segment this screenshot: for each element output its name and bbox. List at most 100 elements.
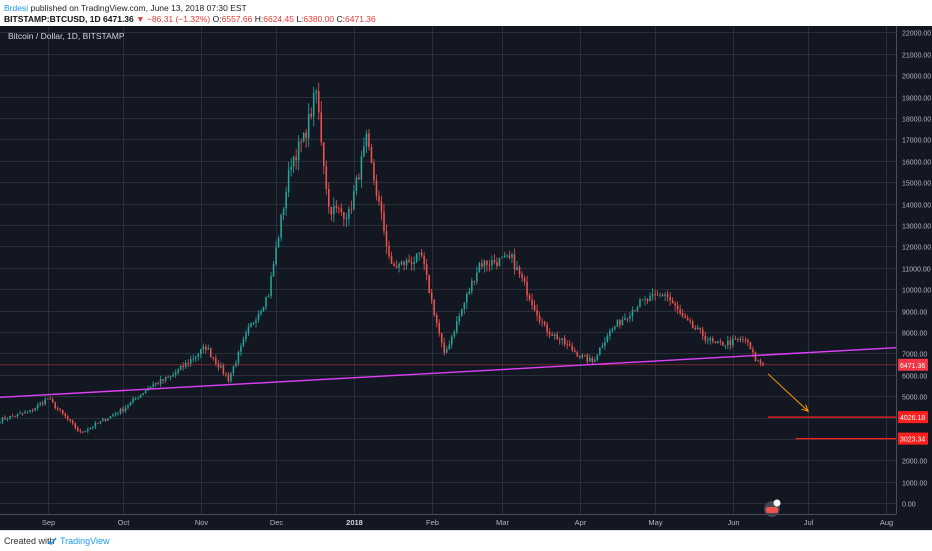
candle-body — [335, 205, 338, 208]
candle-body — [137, 397, 139, 399]
candle-body — [305, 132, 307, 139]
candle-body — [237, 351, 240, 364]
target-price-label: 3023.34 — [900, 437, 925, 444]
candle-body — [189, 359, 192, 364]
candle-body — [445, 349, 448, 353]
candle-body — [466, 294, 468, 303]
candle-body — [252, 322, 255, 324]
price-tick-label: 10000.00 — [902, 288, 931, 295]
price-tick-label: 5000.00 — [902, 395, 927, 402]
candle-body — [461, 309, 463, 316]
candle-body — [373, 162, 375, 181]
candle-body — [440, 333, 443, 343]
candle-body — [681, 313, 684, 316]
price-tick-label: 19000.00 — [902, 96, 931, 103]
candle-body — [694, 327, 696, 330]
candle-body — [659, 294, 661, 296]
time-tick-label: Apr — [575, 518, 587, 527]
candle-body — [543, 321, 546, 325]
candle-body — [714, 341, 717, 344]
tradingview-link[interactable]: TradingView — [60, 536, 110, 546]
price-tick-label: 20000.00 — [902, 74, 931, 81]
candle-body — [66, 416, 69, 420]
price-axis[interactable]: 22000.00 21000.00 20000.00 19000.00 18000.00… — [896, 26, 932, 530]
symbol-label: BITSTAMP:BTCUSD, 1D — [4, 14, 101, 24]
candle-body — [523, 278, 526, 282]
candle-body — [265, 297, 267, 308]
quote-bar: BITSTAMP:BTCUSD, 1D 6471.36 ▼ −86.31 (−1… — [4, 13, 376, 25]
candle-body — [596, 354, 599, 360]
last-price: 6471.36 — [103, 14, 134, 24]
candle-body — [701, 329, 704, 337]
candle-body — [149, 386, 152, 389]
candle-body — [606, 335, 609, 342]
candle-body — [548, 332, 551, 335]
candle-body — [722, 341, 724, 346]
candle-body — [242, 339, 245, 346]
candle-body — [553, 334, 556, 337]
candle-body — [69, 419, 72, 421]
candle-body — [556, 334, 558, 340]
candle-body — [51, 399, 54, 403]
time-axis[interactable]: Sep Oct Nov Dec 2018 Feb Mar Apr May Jun Jul Aug — [0, 514, 932, 530]
candle-body — [428, 274, 430, 293]
candle-body — [119, 408, 122, 414]
candle-body — [594, 359, 596, 362]
projection-arrow-head — [801, 404, 809, 413]
candle-body — [260, 310, 262, 314]
candle-body — [11, 416, 14, 417]
candle-body — [300, 141, 302, 143]
time-tick-label: Oct — [118, 518, 131, 527]
candle-body — [691, 321, 694, 328]
candle-body — [378, 195, 380, 202]
price-tick-label: 14000.00 — [902, 203, 931, 210]
author-link[interactable]: Brdesi — [4, 3, 29, 13]
candle-body — [227, 374, 230, 382]
candle-body — [712, 338, 714, 342]
candle-body — [144, 390, 147, 394]
chart-area[interactable]: 22000.00 21000.00 20000.00 19000.00 18000.00… — [0, 26, 932, 530]
candle-body — [41, 403, 44, 405]
chart-title: Bitcoin / Dollar, 1D, BITSTAMP — [8, 31, 125, 41]
price-chart[interactable]: 22000.00 21000.00 20000.00 19000.00 18000.00… — [0, 26, 932, 530]
candle-body — [629, 315, 631, 319]
candle-body — [104, 419, 107, 421]
target-price-tag — [898, 432, 928, 445]
candle-body — [729, 340, 732, 346]
candle-body — [591, 358, 594, 362]
candle-body — [737, 339, 739, 340]
candle-body — [536, 310, 538, 316]
candle-body — [370, 147, 373, 163]
candle-body — [576, 352, 579, 357]
candle-body — [368, 133, 370, 148]
candle-body — [317, 91, 320, 113]
candle-body — [762, 362, 764, 365]
candle-body — [541, 321, 543, 323]
candle-body — [699, 327, 702, 330]
candle-body — [267, 296, 270, 298]
price-tick-label: 15000.00 — [902, 181, 931, 188]
candle-body — [232, 366, 235, 374]
candle-body — [757, 360, 759, 362]
candle-body — [285, 192, 287, 209]
time-tick-label: Feb — [426, 518, 439, 527]
candle-body — [1, 417, 4, 422]
candle-body — [139, 394, 142, 398]
candle-body — [87, 429, 89, 432]
candle-body — [109, 416, 112, 419]
time-tick-label: May — [648, 518, 662, 527]
time-tick-label: Aug — [880, 518, 893, 527]
candle-body — [435, 314, 438, 323]
candle-body — [31, 409, 34, 411]
candle-body — [202, 346, 205, 350]
candle-body — [717, 341, 719, 344]
candle-body — [493, 260, 496, 263]
time-tick-label: Jul — [804, 518, 814, 527]
time-tick-label: Sep — [42, 518, 55, 527]
candle-body — [752, 349, 754, 353]
candle-body — [154, 382, 157, 385]
grid-lines — [0, 26, 896, 514]
price-tick-label: 12000.00 — [902, 245, 931, 252]
candle-body — [177, 369, 179, 373]
candle-body — [225, 373, 227, 375]
